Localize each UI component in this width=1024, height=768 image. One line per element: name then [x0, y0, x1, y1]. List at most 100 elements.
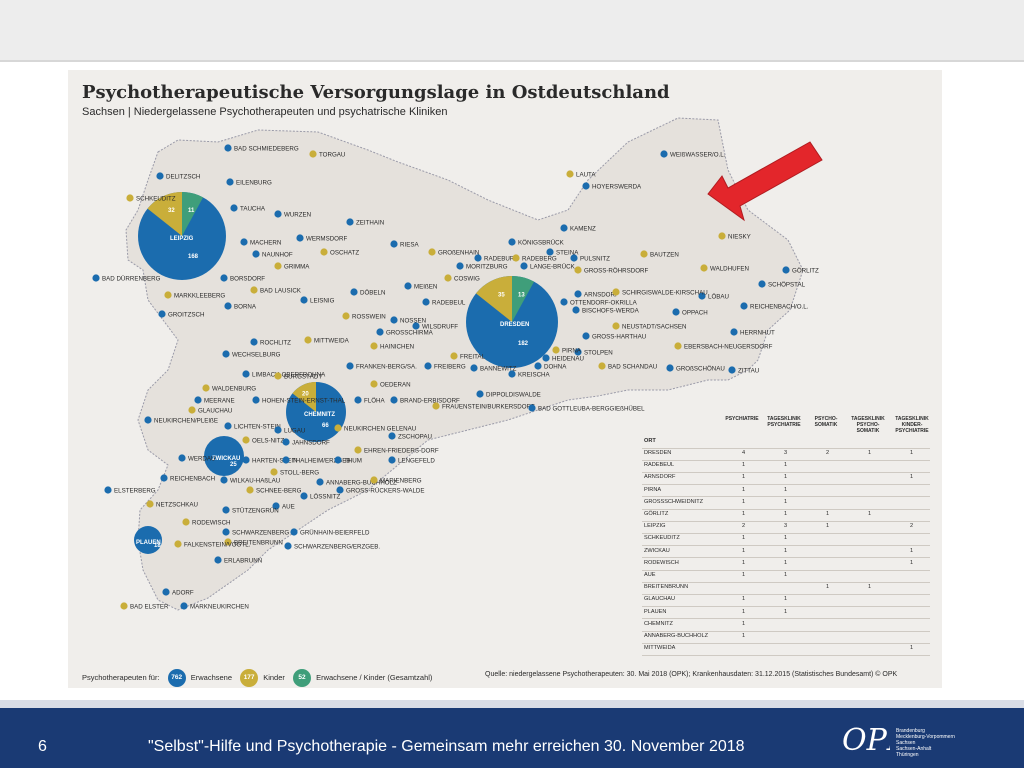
city-label: BORSDORF: [230, 276, 265, 283]
city-marker: [272, 502, 280, 510]
city-marker: [346, 218, 354, 226]
table-cell-count: 1: [868, 511, 872, 517]
city-label: ELSTERBERG: [114, 488, 156, 495]
city-label: THALHEIM/ERZGEB.: [292, 458, 352, 465]
table-row: GROSSSCHWEIDNITZ 1 1: [642, 497, 930, 510]
city-marker: [574, 290, 582, 298]
map-title: Psychotherapeutische Versorgungslage in …: [82, 82, 670, 103]
city-label: MARKKLEEBERG: [174, 293, 225, 300]
city-marker: [444, 274, 452, 282]
table-cell-ort: BREITENBRUNN: [644, 584, 689, 591]
city-label: MEERANE: [204, 398, 235, 405]
th-tk-psychiatrie: TAGESKLINIK PSYCHIATRIE: [767, 416, 801, 428]
table-cell-count: 1: [784, 474, 788, 481]
city-marker: [376, 328, 384, 336]
bubble-kinder-value: 32: [168, 208, 175, 214]
city-label: WALDENBURG: [212, 386, 256, 393]
city-label: ROSSWEIN: [352, 314, 386, 321]
city-marker: [270, 468, 278, 476]
bubble-kinder-value: 20: [302, 392, 309, 398]
city-label: WILSDRUFF: [422, 324, 458, 331]
legend-erwachsene-label: Erwachsene: [190, 672, 233, 682]
city-label: NAUNHOF: [262, 252, 293, 259]
table-cell-count: 1: [784, 498, 788, 505]
city-label: COSWIG: [454, 276, 480, 283]
city-label: BAD SCHANDAU: [608, 364, 657, 371]
city-label: DIPPOLDISWALDE: [486, 392, 541, 399]
city-marker: [428, 248, 436, 256]
city-label: STEINA: [556, 250, 579, 257]
city-marker: [542, 354, 550, 362]
city-marker: [274, 262, 282, 270]
city-label: LÖBAU: [708, 294, 729, 301]
city-label: LÖSSNITZ: [310, 494, 340, 501]
logo-line: Thüringen: [896, 752, 919, 758]
city-label: NIESKY: [728, 234, 751, 241]
city-label: ROCHLITZ: [260, 340, 291, 347]
table-cell-ort: GLAUCHAU: [644, 596, 676, 603]
table-row: ARNSDORF 1 1 1: [642, 472, 930, 486]
city-marker: [178, 454, 186, 462]
city-label: GROßSCHÖNAU: [676, 366, 725, 373]
svg-text:OPK: OPK: [842, 723, 890, 758]
table-cell-count: 1: [826, 523, 830, 530]
city-label: EBERSBACH-NEUGERSDORF: [684, 344, 773, 351]
table-cell-count: 1: [742, 559, 746, 566]
city-label: NEUSTADT/SACHSEN: [622, 324, 687, 331]
city-marker: [246, 486, 254, 494]
table-cell-count: 1: [742, 511, 746, 517]
city-marker: [528, 404, 536, 412]
table-cell-ort: ANNABERG-BUCHHOLZ: [644, 633, 709, 639]
city-marker: [250, 286, 258, 294]
table-cell-count: 1: [826, 511, 830, 517]
bubble-city-name: DRESDEN: [500, 322, 529, 328]
city-marker: [390, 396, 398, 404]
city-marker: [474, 254, 482, 262]
logo-line: Brandenburg: [896, 728, 925, 734]
city-label: NEUKIRCHEN GELENAU: [344, 426, 416, 433]
city-marker: [162, 588, 170, 596]
logo-line: Sachsen: [896, 740, 916, 746]
city-marker: [560, 224, 568, 232]
bubble-city-name: ZWICKAU: [212, 456, 240, 462]
city-label: FLÖHA: [364, 398, 386, 405]
table-cell-count: 1: [910, 645, 914, 652]
table-cell-ort: ARNSDORF: [644, 474, 676, 481]
city-label: GROSS-RÜCKERS-WALDE: [346, 488, 425, 495]
city-marker: [782, 266, 790, 274]
city-marker: [404, 282, 412, 290]
city-label: FREIBERG: [434, 364, 466, 371]
city-marker: [572, 306, 580, 314]
city-marker: [342, 312, 350, 320]
bubble-gesamt-value: 11: [188, 208, 195, 214]
city-marker: [612, 288, 620, 296]
city-label: MEIßEN: [414, 284, 437, 291]
city-label: JAHNSDORF: [292, 440, 330, 447]
table-cell-ort: RODEWISCH: [644, 559, 679, 566]
city-label: EILENBURG: [236, 180, 272, 187]
city-label: SCHÖPSTAL: [768, 282, 806, 289]
city-marker: [388, 456, 396, 464]
table-cell-count: 4: [742, 450, 746, 456]
city-label: BREITENBRUNN: [234, 540, 283, 547]
city-marker: [718, 232, 726, 240]
table-cell-ort: PIRNA: [644, 486, 662, 493]
city-label: HOYERSWERDA: [592, 184, 642, 191]
table-cell-ort: RADEBEUL: [644, 462, 675, 469]
logo-line: Mecklenburg-Vorpommern: [896, 734, 955, 740]
city-marker: [230, 204, 238, 212]
city-label: RADEBURG: [484, 256, 519, 263]
city-label: GROSS-RÖHRSDORF: [584, 268, 649, 275]
city-marker: [534, 362, 542, 370]
city-marker: [354, 446, 362, 454]
city-label: REICHENBACH: [170, 476, 215, 483]
table-cell-count: 1: [742, 608, 746, 615]
city-label: LIMBACH-OBERFROHNA: [252, 372, 326, 379]
city-label: BRAND-ERBISDORF: [400, 398, 460, 405]
bubble-kinder-value: 35: [498, 293, 505, 299]
city-marker: [336, 486, 344, 494]
table-row: DRESDEN 4 3 2 1 1: [642, 448, 930, 461]
table-cell-count: 1: [784, 572, 788, 578]
